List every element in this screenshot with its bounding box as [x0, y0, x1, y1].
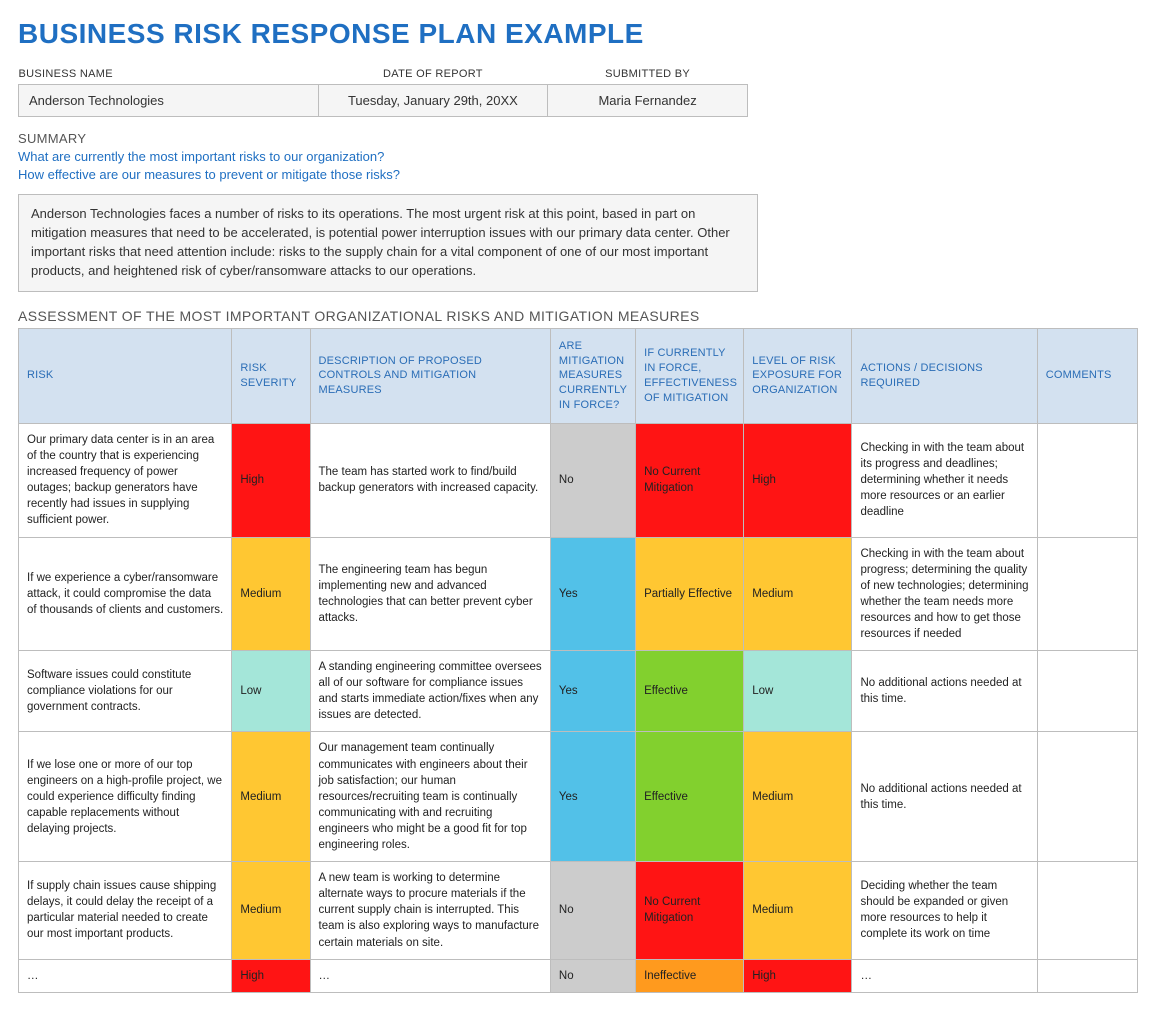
cell-effectiveness: No Current Mitigation — [636, 423, 744, 537]
meta-table: BUSINESS NAME DATE OF REPORT SUBMITTED B… — [18, 64, 748, 117]
meta-header-business: BUSINESS NAME — [19, 64, 319, 85]
table-row: If supply chain issues cause shipping de… — [19, 862, 1138, 959]
page-title: BUSINESS RISK RESPONSE PLAN EXAMPLE — [18, 18, 1139, 50]
summary-question-2: How effective are our measures to preven… — [18, 166, 1139, 184]
cell-effectiveness: Effective — [636, 651, 744, 732]
cell-effectiveness: Effective — [636, 732, 744, 862]
cell-severity: High — [232, 423, 310, 537]
cell-inforce: No — [550, 862, 635, 959]
col-effectiveness: IF CURRENTLY IN FORCE, EFFECTIVENESS OF … — [636, 328, 744, 423]
cell-description: … — [310, 959, 550, 992]
cell-level: Low — [744, 651, 852, 732]
summary-question-1: What are currently the most important ri… — [18, 148, 1139, 166]
meta-header-date: DATE OF REPORT — [318, 64, 548, 85]
col-comments: COMMENTS — [1037, 328, 1137, 423]
meta-submitted: Maria Fernandez — [548, 85, 748, 117]
cell-actions: No additional actions needed at this tim… — [852, 732, 1037, 862]
cell-inforce: Yes — [550, 651, 635, 732]
summary-label: SUMMARY — [18, 131, 1139, 146]
meta-business: Anderson Technologies — [19, 85, 319, 117]
col-level: LEVEL OF RISK EXPOSURE FOR ORGANIZATION — [744, 328, 852, 423]
col-actions: ACTIONS / DECISIONS REQUIRED — [852, 328, 1037, 423]
table-row: Software issues could constitute complia… — [19, 651, 1138, 732]
cell-effectiveness: No Current Mitigation — [636, 862, 744, 959]
cell-description: The engineering team has begun implement… — [310, 537, 550, 651]
cell-effectiveness: Ineffective — [636, 959, 744, 992]
cell-description: A standing engineering committee oversee… — [310, 651, 550, 732]
col-severity: RISK SEVERITY — [232, 328, 310, 423]
cell-severity: Medium — [232, 537, 310, 651]
cell-level: Medium — [744, 862, 852, 959]
col-risk: RISK — [19, 328, 232, 423]
cell-severity: Low — [232, 651, 310, 732]
cell-description: Our management team continually communic… — [310, 732, 550, 862]
meta-header-submitted: SUBMITTED BY — [548, 64, 748, 85]
col-description: DESCRIPTION OF PROPOSED CONTROLS AND MIT… — [310, 328, 550, 423]
col-inforce: ARE MITIGATION MEASURES CURRENTLY IN FOR… — [550, 328, 635, 423]
cell-actions: No additional actions needed at this tim… — [852, 651, 1037, 732]
cell-risk: Our primary data center is in an area of… — [19, 423, 232, 537]
cell-description: A new team is working to determine alter… — [310, 862, 550, 959]
meta-date: Tuesday, January 29th, 20XX — [318, 85, 548, 117]
cell-severity: Medium — [232, 732, 310, 862]
table-row: Our primary data center is in an area of… — [19, 423, 1138, 537]
cell-actions: Deciding whether the team should be expa… — [852, 862, 1037, 959]
assessment-label: ASSESSMENT OF THE MOST IMPORTANT ORGANIZ… — [18, 308, 1139, 324]
cell-inforce: Yes — [550, 537, 635, 651]
cell-comments — [1037, 862, 1137, 959]
cell-severity: High — [232, 959, 310, 992]
cell-inforce: No — [550, 423, 635, 537]
cell-risk: Software issues could constitute complia… — [19, 651, 232, 732]
cell-level: High — [744, 423, 852, 537]
risk-header-row: RISK RISK SEVERITY DESCRIPTION OF PROPOS… — [19, 328, 1138, 423]
cell-actions: … — [852, 959, 1037, 992]
cell-comments — [1037, 537, 1137, 651]
cell-actions: Checking in with the team about progress… — [852, 537, 1037, 651]
cell-risk: … — [19, 959, 232, 992]
cell-comments — [1037, 651, 1137, 732]
cell-level: Medium — [744, 537, 852, 651]
cell-inforce: Yes — [550, 732, 635, 862]
summary-text: Anderson Technologies faces a number of … — [18, 194, 758, 291]
cell-actions: Checking in with the team about its prog… — [852, 423, 1037, 537]
cell-risk: If we lose one or more of our top engine… — [19, 732, 232, 862]
cell-severity: Medium — [232, 862, 310, 959]
cell-effectiveness: Partially Effective — [636, 537, 744, 651]
risk-table: RISK RISK SEVERITY DESCRIPTION OF PROPOS… — [18, 328, 1138, 993]
cell-level: High — [744, 959, 852, 992]
cell-inforce: No — [550, 959, 635, 992]
cell-level: Medium — [744, 732, 852, 862]
cell-comments — [1037, 959, 1137, 992]
cell-description: The team has started work to find/build … — [310, 423, 550, 537]
table-row: If we lose one or more of our top engine… — [19, 732, 1138, 862]
cell-comments — [1037, 732, 1137, 862]
cell-risk: If supply chain issues cause shipping de… — [19, 862, 232, 959]
cell-comments — [1037, 423, 1137, 537]
table-row: If we experience a cyber/ransomware atta… — [19, 537, 1138, 651]
table-row: …High…NoIneffectiveHigh… — [19, 959, 1138, 992]
cell-risk: If we experience a cyber/ransomware atta… — [19, 537, 232, 651]
